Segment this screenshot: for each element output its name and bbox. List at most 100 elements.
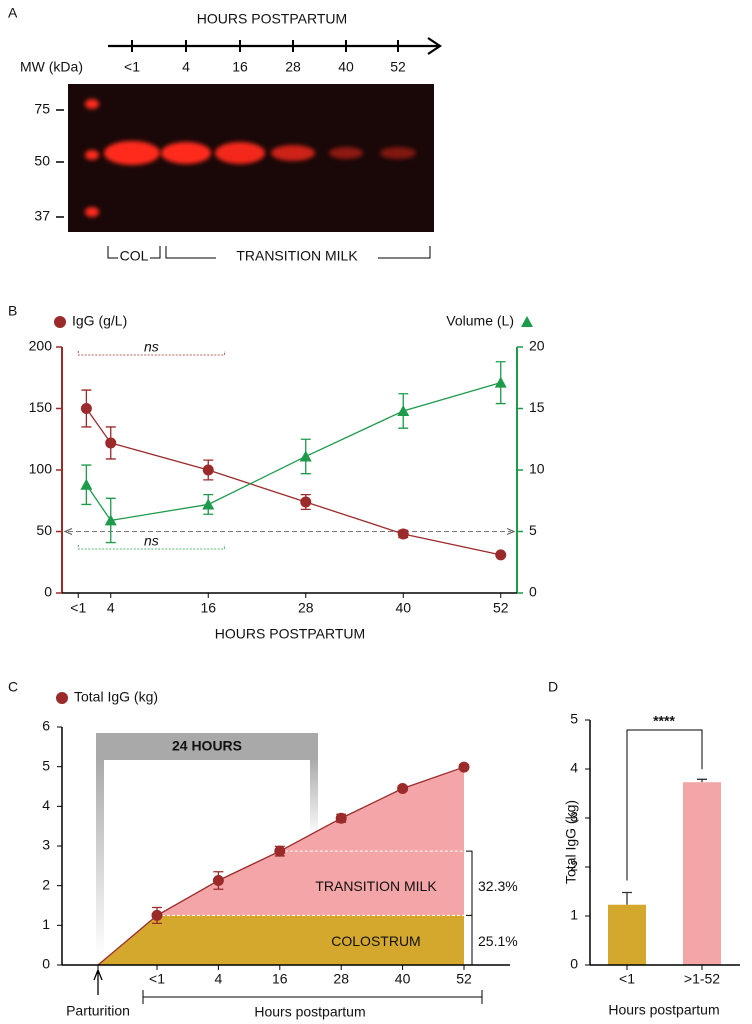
bar	[608, 904, 646, 965]
data-point	[300, 496, 312, 508]
colostrum-area	[98, 915, 464, 965]
blot-band	[271, 145, 315, 161]
series-line	[85, 408, 501, 556]
lane-label: 16	[232, 59, 248, 75]
data-point	[80, 403, 92, 414]
lane-label: 4	[182, 59, 190, 75]
bracket-label: 24 HOURS	[172, 738, 242, 754]
blot-band	[329, 147, 363, 159]
legend-label: Total IgG (kg)	[74, 689, 158, 705]
lane-label: <1	[124, 59, 140, 75]
data-point	[335, 812, 347, 824]
y2-tick-label: 0	[529, 584, 537, 600]
y-tick-label: 4	[42, 797, 50, 813]
x-tick-label: 28	[298, 600, 314, 616]
x-tick-label: 16	[200, 600, 216, 616]
error-bar	[622, 891, 632, 905]
data-point	[397, 782, 409, 794]
y-tick-label: 100	[29, 461, 53, 477]
y2-tick-label: 5	[529, 522, 537, 538]
x-tick-label: <1	[149, 971, 165, 987]
legend-label: Volume (L)	[446, 313, 514, 329]
data-point	[212, 875, 224, 887]
lane-label: 52	[390, 59, 406, 75]
blot-band	[380, 147, 416, 159]
ns-label: ns	[144, 339, 159, 355]
region-label: COLOSTRUM	[331, 933, 420, 949]
panel-label: D	[548, 679, 558, 695]
y-tick-label: 1	[42, 916, 50, 932]
y-tick-label: 200	[29, 338, 53, 354]
bracket-leg	[310, 758, 318, 838]
x-tick-label: <1	[70, 600, 86, 616]
y-tick-label: 5	[42, 757, 50, 773]
mw-value: 37	[34, 208, 50, 224]
ns-label: ns	[144, 533, 159, 549]
x-tick-label: 28	[333, 971, 349, 987]
data-point	[105, 437, 117, 449]
group-label: TRANSITION MILK	[236, 248, 358, 264]
parturition-arrow	[93, 968, 103, 995]
share-bracket	[466, 850, 473, 966]
lane-label: 28	[285, 59, 301, 75]
data-point	[495, 549, 507, 561]
ladder-band	[85, 150, 99, 160]
reference-arrow	[63, 528, 516, 535]
ladder-band	[85, 207, 99, 217]
y-tick-label: 4	[570, 760, 578, 776]
bar	[683, 782, 721, 965]
legend-marker	[521, 316, 533, 327]
y-tick-label: 0	[42, 956, 50, 972]
data-point	[494, 376, 507, 388]
ladder-band	[85, 99, 99, 109]
data-point	[397, 404, 410, 416]
data-point	[80, 478, 93, 490]
x-tick-label: Parturition	[66, 1003, 130, 1019]
panel-label: B	[8, 303, 17, 319]
y-tick-label: 3	[570, 809, 578, 825]
x-tick-label: <1	[619, 971, 635, 987]
mw-value: 50	[34, 153, 50, 169]
data-point	[202, 464, 214, 476]
x-tick-label: 52	[456, 971, 472, 987]
data-point	[274, 845, 286, 857]
x-axis-title: Hours postpartum	[254, 1004, 365, 1020]
significance-bracket	[626, 729, 703, 881]
series-line	[85, 382, 501, 522]
bracket-bar	[96, 733, 318, 760]
x-tick-label: 40	[395, 971, 411, 987]
y2-tick-label: 15	[529, 399, 545, 415]
y-tick-label: 0	[570, 956, 578, 972]
mw-label: MW (kDa)	[20, 59, 83, 75]
x-axis-title: Hours postpartum	[608, 1002, 719, 1018]
data-point	[104, 514, 117, 526]
x-tick-label: 4	[107, 600, 115, 616]
group-bracket	[107, 246, 161, 259]
legend-label: IgG (g/L)	[72, 313, 127, 329]
data-point	[397, 528, 409, 540]
y-tick-label: 0	[44, 584, 52, 600]
x-tick-label: 40	[395, 600, 411, 616]
ns-bracket	[77, 351, 225, 356]
y-tick-label: 5	[570, 711, 578, 727]
ns-bracket	[77, 545, 225, 550]
blot-title: HOURS POSTPARTUM	[197, 11, 347, 27]
y-tick-label: 150	[29, 399, 53, 415]
y-axis-title: Total IgG (kg)	[563, 800, 579, 884]
x-tick-label: 4	[215, 971, 223, 987]
panel-label: A	[8, 5, 18, 21]
arrow-head	[427, 37, 442, 55]
x-bracket	[142, 990, 483, 1004]
blot-band	[104, 141, 160, 165]
panel-label: C	[8, 679, 18, 695]
group-label: COL	[120, 248, 149, 264]
data-point	[202, 498, 215, 510]
y-tick-label: 6	[42, 718, 50, 734]
x-tick-label: 16	[272, 971, 288, 987]
error-bar	[697, 778, 707, 783]
blot-band	[215, 142, 265, 164]
mw-value: 75	[34, 101, 50, 117]
region-label: TRANSITION MILK	[315, 878, 437, 894]
lane-label: 40	[338, 59, 354, 75]
